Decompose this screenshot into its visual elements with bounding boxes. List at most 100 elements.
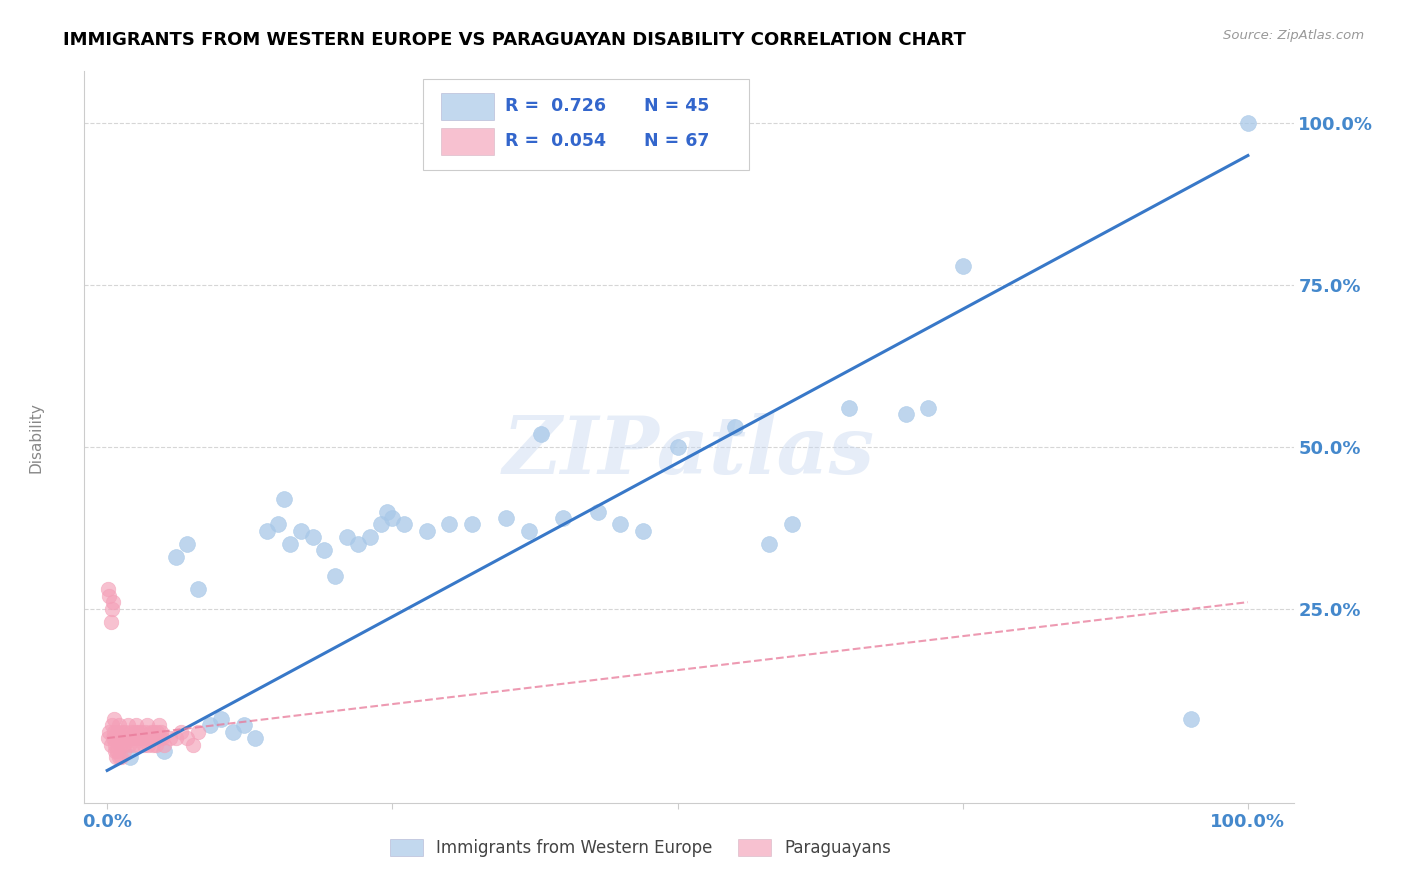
Point bbox=[110, 731, 132, 745]
Point bbox=[170, 724, 193, 739]
Point bbox=[105, 731, 128, 745]
Point bbox=[586, 504, 609, 518]
Point bbox=[142, 738, 165, 752]
Point bbox=[666, 440, 689, 454]
Point bbox=[894, 408, 917, 422]
Point bbox=[120, 724, 142, 739]
Point bbox=[103, 712, 125, 726]
Point bbox=[103, 724, 125, 739]
Point bbox=[98, 724, 121, 739]
Point bbox=[952, 259, 974, 273]
Point bbox=[758, 537, 780, 551]
Point bbox=[780, 517, 803, 532]
Point bbox=[495, 511, 517, 525]
Point bbox=[347, 537, 370, 551]
Point bbox=[312, 543, 335, 558]
Point bbox=[118, 750, 141, 764]
Point bbox=[104, 744, 127, 758]
Point bbox=[381, 511, 404, 525]
Text: R =  0.726: R = 0.726 bbox=[505, 97, 606, 115]
Point bbox=[98, 589, 121, 603]
Point bbox=[128, 738, 150, 752]
Point bbox=[131, 724, 153, 739]
Point bbox=[150, 731, 173, 745]
Point bbox=[134, 724, 156, 739]
Point bbox=[461, 517, 484, 532]
Point bbox=[100, 718, 122, 732]
Point bbox=[135, 731, 157, 745]
Text: Source: ZipAtlas.com: Source: ZipAtlas.com bbox=[1223, 29, 1364, 42]
Text: N = 67: N = 67 bbox=[644, 132, 710, 150]
FancyBboxPatch shape bbox=[441, 94, 495, 120]
Point bbox=[129, 731, 152, 745]
Point bbox=[105, 750, 128, 764]
Point bbox=[142, 724, 165, 739]
Point bbox=[107, 744, 129, 758]
Point bbox=[111, 724, 134, 739]
Point bbox=[148, 718, 170, 732]
Point bbox=[125, 718, 148, 732]
Point bbox=[392, 517, 415, 532]
Point bbox=[112, 731, 135, 745]
Point bbox=[1237, 116, 1260, 130]
Point bbox=[723, 420, 745, 434]
Point bbox=[233, 718, 256, 732]
Point bbox=[107, 718, 129, 732]
Point bbox=[114, 724, 136, 739]
Point bbox=[633, 524, 655, 538]
Point bbox=[97, 582, 120, 597]
Point bbox=[127, 724, 149, 739]
Point bbox=[101, 731, 124, 745]
Point bbox=[136, 738, 159, 752]
Point bbox=[139, 724, 162, 739]
Point bbox=[112, 738, 135, 752]
Point bbox=[101, 595, 124, 609]
Point bbox=[132, 738, 155, 752]
Point bbox=[149, 731, 172, 745]
Point bbox=[176, 537, 198, 551]
FancyBboxPatch shape bbox=[441, 128, 495, 154]
Point bbox=[107, 724, 129, 739]
Point bbox=[131, 731, 153, 745]
Point bbox=[122, 738, 145, 752]
Point bbox=[138, 731, 160, 745]
Point bbox=[267, 517, 290, 532]
Point bbox=[290, 524, 312, 538]
Point bbox=[100, 738, 122, 752]
Point bbox=[375, 504, 398, 518]
Point bbox=[245, 731, 267, 745]
Point bbox=[141, 731, 163, 745]
Point bbox=[112, 744, 135, 758]
Point bbox=[187, 582, 209, 597]
Point bbox=[209, 712, 232, 726]
Point bbox=[136, 718, 159, 732]
Point bbox=[176, 731, 198, 745]
Point bbox=[100, 601, 122, 615]
Text: Disability: Disability bbox=[28, 401, 44, 473]
Point bbox=[517, 524, 540, 538]
Point bbox=[273, 491, 295, 506]
Point bbox=[153, 738, 176, 752]
Point bbox=[359, 530, 381, 544]
Point bbox=[165, 731, 187, 745]
Point bbox=[917, 401, 939, 415]
Point bbox=[108, 738, 131, 752]
Point bbox=[115, 731, 138, 745]
Point bbox=[107, 750, 129, 764]
Point bbox=[553, 511, 575, 525]
Point bbox=[124, 724, 146, 739]
Point bbox=[370, 517, 392, 532]
Point bbox=[149, 724, 172, 739]
Text: N = 45: N = 45 bbox=[644, 97, 710, 115]
Point bbox=[838, 401, 860, 415]
Point bbox=[165, 549, 187, 564]
Point bbox=[187, 724, 209, 739]
Point bbox=[117, 718, 139, 732]
Point bbox=[278, 537, 301, 551]
Point bbox=[301, 530, 323, 544]
Point bbox=[153, 744, 176, 758]
Point bbox=[100, 615, 122, 629]
Text: IMMIGRANTS FROM WESTERN EUROPE VS PARAGUAYAN DISABILITY CORRELATION CHART: IMMIGRANTS FROM WESTERN EUROPE VS PARAGU… bbox=[63, 31, 966, 49]
Point bbox=[104, 738, 127, 752]
Point bbox=[121, 731, 143, 745]
